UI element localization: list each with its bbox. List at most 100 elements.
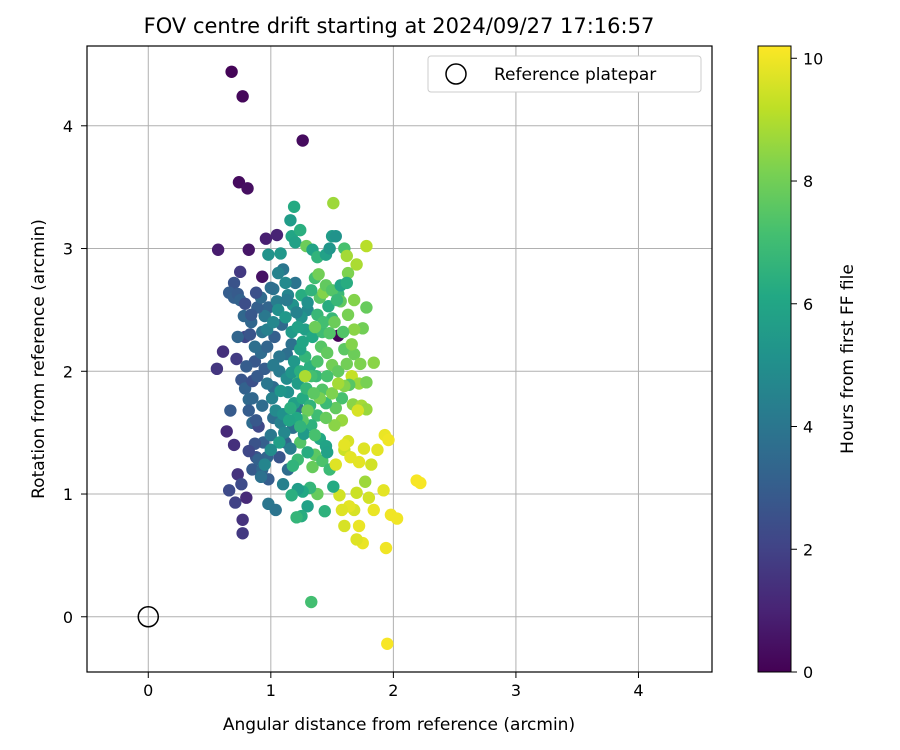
data-point (227, 438, 241, 452)
data-point (382, 433, 395, 447)
data-point (360, 239, 373, 253)
data-point (240, 360, 253, 373)
data-point (278, 426, 291, 439)
colorbar-tick-label: 4 (803, 418, 813, 437)
data-point (249, 286, 263, 299)
data-point (279, 311, 292, 324)
data-point (327, 480, 340, 493)
x-tick-label: 1 (266, 681, 276, 700)
data-point (246, 392, 259, 405)
data-point (312, 268, 325, 281)
data-point (345, 338, 358, 351)
data-point (323, 242, 336, 255)
data-point (296, 134, 309, 147)
data-point (305, 284, 318, 297)
data-point (280, 293, 293, 307)
axis-ticks: 0 1 2 3 4 0 1 2 3 4 (63, 117, 644, 700)
data-point (307, 387, 320, 400)
data-point (367, 503, 380, 517)
data-point (270, 228, 284, 242)
data-point (301, 404, 314, 417)
data-point (308, 428, 322, 442)
data-point (358, 475, 372, 488)
data-point (330, 293, 344, 307)
data-point (322, 300, 335, 313)
data-point (273, 450, 286, 464)
data-point (301, 296, 314, 309)
data-point (352, 455, 366, 469)
data-point (318, 505, 331, 518)
data-point (235, 478, 248, 491)
data-point (273, 350, 286, 363)
data-point (301, 500, 314, 513)
plot-background (87, 46, 712, 672)
data-point (236, 527, 249, 540)
data-point (329, 230, 342, 243)
data-point (231, 330, 244, 344)
data-point (336, 325, 350, 339)
y-axis-label: Rotation from reference (arcmin) (29, 219, 49, 499)
data-point (267, 315, 280, 329)
plot-frame (86, 45, 713, 673)
data-point (242, 444, 255, 458)
data-point (347, 323, 361, 336)
data-point (276, 478, 290, 491)
data-point (251, 369, 264, 383)
data-point (320, 369, 334, 383)
colorbar-tick-label: 0 (803, 663, 813, 682)
data-point (259, 232, 273, 245)
data-point (265, 392, 279, 405)
data-point (414, 476, 427, 490)
data-point (284, 442, 297, 455)
data-point (238, 297, 252, 310)
data-point (338, 438, 351, 452)
data-point (301, 446, 314, 459)
colorbar-tick-label: 6 (803, 295, 813, 314)
data-point (328, 315, 341, 329)
data-point (245, 308, 258, 322)
data-point (291, 320, 304, 334)
y-tick-label: 0 (63, 608, 73, 627)
x-tick-label: 4 (633, 681, 643, 700)
colorbar-gradient (757, 45, 792, 673)
data-point (236, 513, 249, 526)
reference-platepar-marker (137, 606, 160, 628)
data-point (354, 357, 367, 371)
data-point (320, 446, 334, 459)
y-tick-label: 4 (63, 117, 73, 136)
data-point (311, 355, 324, 368)
data-point (232, 176, 246, 189)
data-point (296, 335, 309, 349)
data-point (240, 491, 253, 504)
colorbar: 0 2 4 6 8 10 Hours from first FF file (757, 45, 858, 682)
data-point (243, 328, 257, 341)
data-point (306, 330, 319, 344)
data-point (242, 243, 255, 256)
y-tick-label: 2 (63, 362, 73, 381)
data-point (264, 428, 278, 442)
data-point (287, 200, 301, 213)
data-point (242, 404, 255, 417)
legend: Reference platepar (427, 55, 702, 93)
data-point (340, 357, 354, 371)
data-point (258, 458, 271, 471)
data-point (352, 519, 366, 533)
data-point (262, 248, 275, 261)
data-point (340, 276, 354, 290)
data-point (306, 460, 319, 474)
data-point (308, 320, 322, 334)
colorbar-ticks: 0 2 4 6 8 10 (791, 49, 823, 682)
data-point (222, 484, 236, 497)
data-point (264, 443, 278, 457)
legend-label: Reference platepar (494, 65, 656, 85)
colorbar-label: Hours from first FF file (838, 264, 858, 454)
data-point (332, 365, 345, 378)
data-point (249, 414, 263, 427)
data-point (371, 443, 384, 457)
data-point (220, 425, 233, 438)
data-point (241, 182, 254, 195)
data-points (137, 65, 427, 650)
data-point (341, 266, 355, 280)
legend-box (427, 55, 702, 93)
data-point (360, 376, 373, 389)
